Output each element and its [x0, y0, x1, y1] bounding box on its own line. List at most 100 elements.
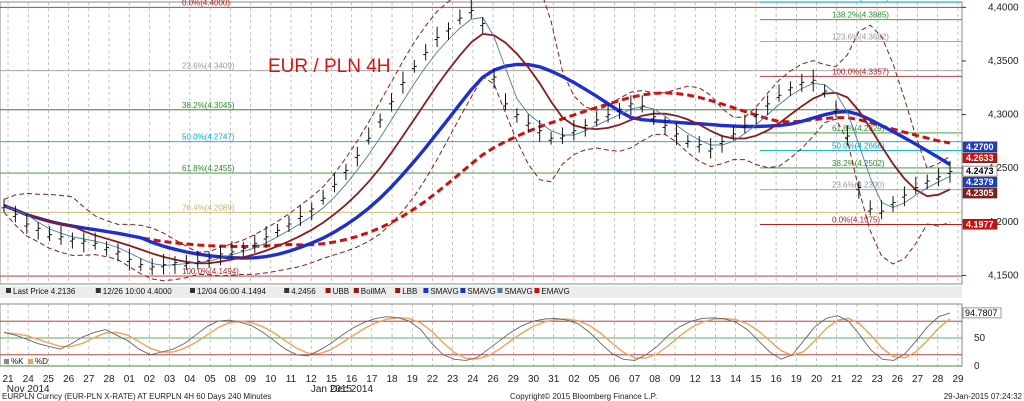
legend-entry: LBB — [402, 287, 417, 296]
x-tick-label: 21 — [831, 374, 843, 385]
price-tag-box — [962, 141, 998, 153]
x-tick-label: 02 — [568, 374, 580, 385]
x-tick-label: 27 — [83, 374, 95, 385]
price-tag-box — [962, 219, 998, 230]
x-tick-label: 19 — [407, 374, 419, 385]
fib-label: 38.2%(4.3045) — [182, 101, 235, 110]
legend-entry: Last Price 4.2136 — [13, 287, 76, 296]
x-tick-label: 28 — [932, 374, 944, 385]
legend-entry: 12/26 10:00 4.4000 — [103, 287, 173, 296]
legend: Last Price 4.2136 12/26 10:00 4.4000 12/04… — [0, 286, 962, 298]
footer: EURPLN Curncy (EUR-PLN X-RATE) AT EURPLN… — [2, 392, 1023, 401]
x-tick-label: 24 — [23, 374, 35, 385]
x-tick-label: 28 — [104, 374, 116, 385]
y-tick-label: 4,4000 — [988, 2, 1019, 13]
price-tag-label: 4.2379 — [966, 177, 994, 187]
x-tick-label: 25 — [43, 374, 55, 385]
sma-long-line — [3, 62, 951, 260]
x-tick-label: 26 — [488, 374, 500, 385]
osc-y-tick-label: 0 — [974, 361, 980, 372]
x-tick-label: 18 — [386, 374, 398, 385]
fib-label-right: 0.0%(4.1975) — [832, 215, 880, 224]
fib-label: 61.8%(4.2455) — [182, 164, 235, 173]
y-tick-label: 4,2500 — [988, 163, 1019, 174]
y-axis: 4,4000 4,3500 4,3000 4,2500 4,2000 4,1500 — [962, 2, 1019, 281]
price-tag-box — [962, 176, 998, 188]
osc-legend-swatch-d — [28, 359, 33, 364]
x-tick-label: 31 — [548, 374, 560, 385]
x-tick-label: 10 — [265, 374, 277, 385]
x-tick-label: 26 — [892, 374, 904, 385]
legend-entry: SMAVG — [430, 287, 458, 296]
fib-label: 100.0%(4.1494) — [182, 267, 239, 276]
x-tick-label: 30 — [528, 374, 540, 385]
fib-label-right: 61.8%(4.2829) — [832, 124, 885, 133]
fib-label: 23.6%(4.3409) — [182, 62, 235, 71]
legend-strip — [0, 286, 962, 298]
x-tick-label: 29 — [952, 374, 964, 385]
price-tag-label: 4.2305 — [966, 188, 994, 198]
fib-label-right: 123.6%(4.3682) — [832, 32, 889, 41]
oscillator-panel: 50 0 94.7807 %K %D — [0, 307, 1002, 372]
x-tick-label: 14 — [730, 374, 742, 385]
y-tick-label: 4,3500 — [988, 56, 1019, 67]
legend-swatch — [534, 288, 540, 293]
x-tick-label: 22 — [427, 374, 439, 385]
x-tick-label: 09 — [669, 374, 681, 385]
osc-value-label: 94.7807 — [965, 308, 998, 318]
legend-swatch — [395, 288, 401, 293]
x-tick-label: 15 — [326, 374, 338, 385]
fib-label-right: 138.2%(4.3885) — [832, 11, 889, 20]
x-tick-label: 05 — [589, 374, 601, 385]
sma-short-line — [3, 16, 951, 266]
upper-bollinger-band — [3, 0, 951, 253]
osc-value-tag — [962, 307, 1002, 319]
x-tick-label: 27 — [912, 374, 924, 385]
x-tick-label: 08 — [649, 374, 661, 385]
legend-entry: 12/04 06:00 4.1494 — [197, 287, 267, 296]
x-tick-label: 19 — [791, 374, 803, 385]
x-tick-label: 11 — [286, 374, 297, 385]
legend-swatch — [190, 288, 195, 293]
legend-entry: EMAVG — [541, 287, 569, 296]
x-tick-label: 09 — [245, 374, 257, 385]
osc-legend-k: %K — [11, 357, 24, 366]
x-period-label: Nov 2014 — [7, 384, 50, 395]
legend-entry: BollMA — [361, 287, 387, 296]
x-tick-label: 06 — [609, 374, 621, 385]
legend-swatch — [497, 288, 503, 293]
plot-frame — [0, 1, 963, 285]
legend-entry: UBB — [333, 287, 349, 296]
x-tick-label: 26 — [63, 374, 75, 385]
legend-swatch — [460, 288, 466, 293]
x-axis: 21 24 25 26 27 28 01 02 03 04 05 08 09 10 11 12 15 16 17 18… — [2, 374, 964, 395]
chart-title: EUR / PLN 4H — [268, 56, 390, 77]
osc-legend-d: %D — [35, 357, 48, 366]
x-tick-label: 15 — [750, 374, 762, 385]
x-tick-label: 16 — [346, 374, 358, 385]
x-tick-label: 20 — [811, 374, 823, 385]
x-tick-label: 29 — [508, 374, 520, 385]
x-tick-label: 01 — [124, 374, 136, 385]
x-tick-label: 12 — [690, 374, 702, 385]
x-period-label: Dec 2014 — [330, 384, 373, 395]
bollinger-ma-line — [3, 32, 951, 265]
footer-security: EURPLN Curncy (EUR-PLN X-RATE) AT EURPLN… — [2, 392, 271, 401]
x-period-label: Jan 2015 — [311, 384, 353, 395]
price-tag-label: 4.2473 — [966, 166, 994, 176]
legend-swatch — [6, 288, 11, 293]
x-tick-label: 17 — [366, 374, 378, 385]
x-tick-label: 12 — [306, 374, 318, 385]
fib-label-right: 100.0%(4.3357) — [832, 67, 889, 76]
footer-copyright: Copyright© 2015 Bloomberg Finance L.P. — [510, 392, 657, 401]
osc-y-tick-label: 50 — [974, 333, 986, 344]
x-tick-label: 03 — [164, 374, 176, 385]
x-tick-label: 23 — [872, 374, 884, 385]
price-tag-label: 4.2700 — [966, 142, 994, 152]
price-tag-box — [962, 187, 998, 199]
y-tick-label: 4,3000 — [988, 110, 1019, 121]
grid — [0, 1, 963, 367]
moving-averages — [3, 16, 951, 266]
